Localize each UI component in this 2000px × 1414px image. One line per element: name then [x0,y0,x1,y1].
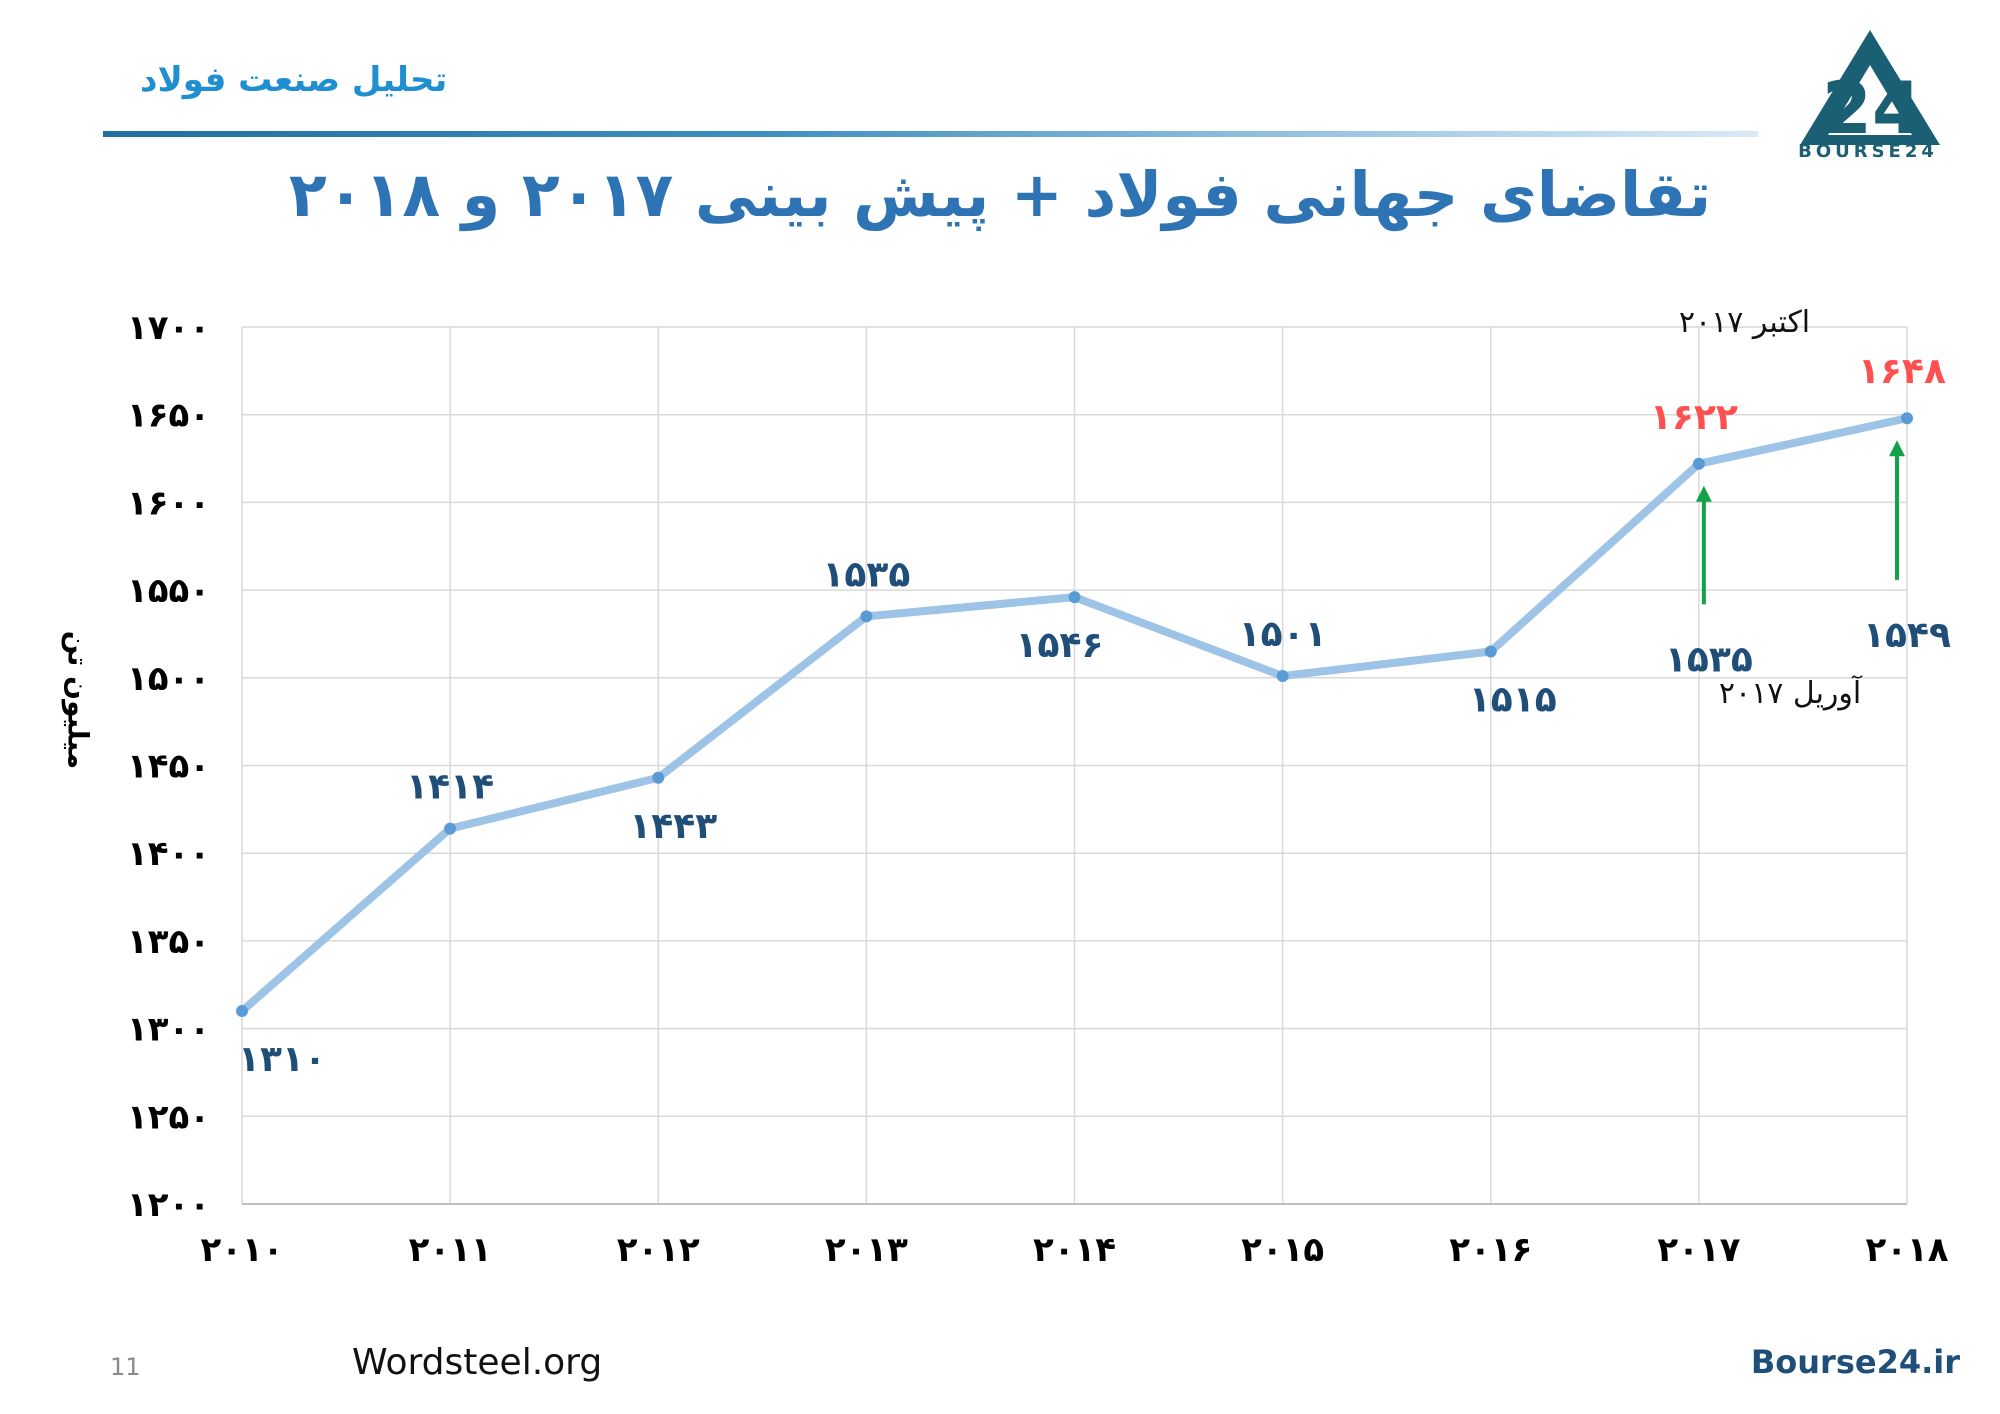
header-subtitle: تحلیل صنعت فولاد [140,60,448,100]
data-label: ۱۵۱۵ [1469,679,1557,720]
data-point [1276,670,1289,683]
april-forecast-label: ۱۵۴۹ [1863,615,1951,656]
x-tick-label: ۲۰۱۴ [1033,1230,1116,1270]
data-label: ۱۳۱۰ [238,1039,326,1080]
y-tick-label: ۱۲۵۰ [127,1097,210,1137]
y-tick-label: ۱۳۵۰ [127,922,210,962]
x-tick-label: ۲۰۱۷ [1657,1230,1740,1270]
data-point [652,771,665,784]
chart-axes: ۱۲۰۰ ۱۲۵۰ ۱۳۰۰ ۱۳۵۰ ۱۴۰۰ ۱۴۵۰ ۱۵۰۰ ۱۵۵۰ ۱۶۰۰ ۱۶۵۰… [127,308,1949,1270]
y-tick-label: ۱۶۰۰ [127,483,210,523]
y-tick-label: ۱۵۰۰ [127,659,210,699]
data-label: ۱۵۰۱ [1239,614,1327,655]
chart-grid [241,326,1908,1205]
bourse24-logo-icon: 24 [1800,30,1940,150]
data-point [860,610,873,623]
data-label: ۱۶۴۸ [1858,351,1946,392]
svg-text:24: 24 [1822,66,1922,150]
header-divider [103,131,1758,137]
y-tick-label: ۱۴۵۰ [127,747,210,787]
april-forecast-note: آوریل ۲۰۱۷ [1718,675,1862,711]
y-tick-label: ۱۲۰۰ [127,1185,210,1225]
x-tick-label: ۲۰۱۲ [617,1230,700,1270]
data-point [1484,645,1497,658]
data-label: ۱۵۳۵ [822,554,910,595]
source-worldsteel: Wordsteel.org [352,1342,603,1383]
x-tick-label: ۲۰۱۵ [1241,1230,1324,1270]
data-label: ۱۶۲۲ [1650,397,1738,438]
data-point [1692,457,1705,470]
forecast-arrow-head-icon [1889,440,1905,457]
x-tick-label: ۲۰۱۳ [825,1230,908,1270]
x-tick-label: ۲۰۱۱ [409,1230,492,1270]
october-forecast-note: اکتبر ۲۰۱۷ [1678,305,1811,340]
data-point [444,822,457,835]
page-number: 11 [110,1353,141,1381]
data-point [1901,412,1913,425]
forecast-arrow-head-icon [1695,485,1712,502]
data-label: ۱۴۱۴ [406,767,494,808]
april-forecast-label: ۱۵۳۵ [1665,639,1753,680]
data-label: ۱۴۴۳ [629,806,717,847]
y-tick-label: ۱۷۰۰ [127,308,210,348]
y-tick-label: ۱۶۵۰ [127,396,210,436]
y-tick-label: ۱۳۰۰ [127,1010,210,1050]
page-title: تقاضای جهانی فولاد + پیش بینی ۲۰۱۷ و ۲۰۱… [288,158,1712,231]
logo-text: BOURSE24 [1798,141,1938,162]
data-point [1068,591,1081,604]
chart-series [236,412,1913,1018]
data-label: ۱۵۴۶ [1016,625,1104,666]
y-tick-label: ۱۵۵۰ [127,571,210,611]
x-tick-label: ۲۰۱۸ [1865,1230,1948,1270]
chart-labels: ۱۳۱۰ ۱۴۱۴ ۱۴۴۳ ۱۵۳۵ ۱۵۴۶ ۱۵۰۱ ۱۵۱۵ ۱۶۲۲ ۱۶۴۸ ۱۵۳۵… [238,351,1951,1080]
data-point [236,1005,248,1018]
source-bourse24: Bourse24.ir [1750,1343,1960,1381]
y-tick-label: ۱۴۰۰ [127,834,210,874]
x-tick-label: ۲۰۱۰ [200,1230,283,1270]
x-tick-label: ۲۰۱۶ [1449,1230,1532,1270]
